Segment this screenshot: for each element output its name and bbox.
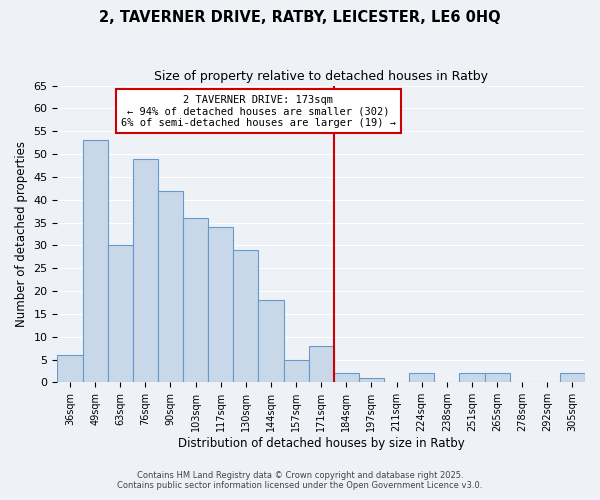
Bar [233, 250, 259, 382]
Text: Contains HM Land Registry data © Crown copyright and database right 2025.
Contai: Contains HM Land Registry data © Crown c… [118, 470, 482, 490]
Bar [158, 190, 183, 382]
Bar [560, 373, 585, 382]
Bar [409, 373, 434, 382]
Bar [133, 158, 158, 382]
Title: Size of property relative to detached houses in Ratby: Size of property relative to detached ho… [154, 70, 488, 83]
Bar [334, 373, 359, 382]
Bar [58, 355, 83, 382]
Text: 2 TAVERNER DRIVE: 173sqm
← 94% of detached houses are smaller (302)
6% of semi-d: 2 TAVERNER DRIVE: 173sqm ← 94% of detach… [121, 94, 396, 128]
X-axis label: Distribution of detached houses by size in Ratby: Distribution of detached houses by size … [178, 437, 464, 450]
Bar [359, 378, 384, 382]
Bar [107, 246, 133, 382]
Bar [308, 346, 334, 383]
Bar [183, 218, 208, 382]
Y-axis label: Number of detached properties: Number of detached properties [15, 141, 28, 327]
Bar [208, 227, 233, 382]
Bar [259, 300, 284, 382]
Bar [284, 360, 308, 382]
Bar [460, 373, 485, 382]
Text: 2, TAVERNER DRIVE, RATBY, LEICESTER, LE6 0HQ: 2, TAVERNER DRIVE, RATBY, LEICESTER, LE6… [99, 10, 501, 25]
Bar [83, 140, 107, 382]
Bar [485, 373, 509, 382]
